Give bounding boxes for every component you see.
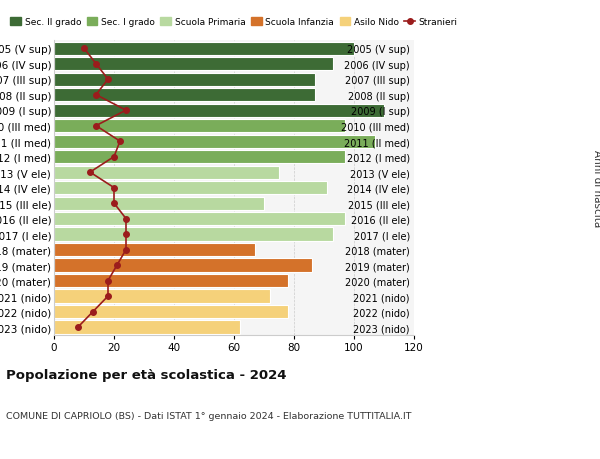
Bar bbox=[54, 213, 345, 226]
Bar bbox=[54, 43, 354, 56]
Bar bbox=[54, 135, 375, 148]
Bar bbox=[54, 58, 333, 71]
Bar bbox=[54, 243, 255, 257]
Bar bbox=[54, 197, 264, 210]
Text: Popolazione per età scolastica - 2024: Popolazione per età scolastica - 2024 bbox=[6, 369, 287, 382]
Bar bbox=[54, 321, 240, 334]
Bar bbox=[54, 151, 345, 164]
Bar bbox=[54, 120, 345, 133]
Bar bbox=[54, 228, 333, 241]
Bar bbox=[54, 166, 279, 179]
Bar bbox=[54, 89, 315, 102]
Bar bbox=[54, 305, 288, 319]
Bar bbox=[54, 274, 288, 287]
Bar bbox=[54, 104, 384, 118]
Legend: Sec. II grado, Sec. I grado, Scuola Primaria, Scuola Infanzia, Asilo Nido, Stran: Sec. II grado, Sec. I grado, Scuola Prim… bbox=[7, 15, 461, 31]
Bar bbox=[54, 259, 312, 272]
Bar bbox=[54, 290, 270, 303]
Bar bbox=[54, 182, 327, 195]
Text: COMUNE DI CAPRIOLO (BS) - Dati ISTAT 1° gennaio 2024 - Elaborazione TUTTITALIA.I: COMUNE DI CAPRIOLO (BS) - Dati ISTAT 1° … bbox=[6, 411, 412, 420]
Text: Anni di nascita: Anni di nascita bbox=[592, 150, 600, 227]
Bar bbox=[54, 73, 315, 87]
